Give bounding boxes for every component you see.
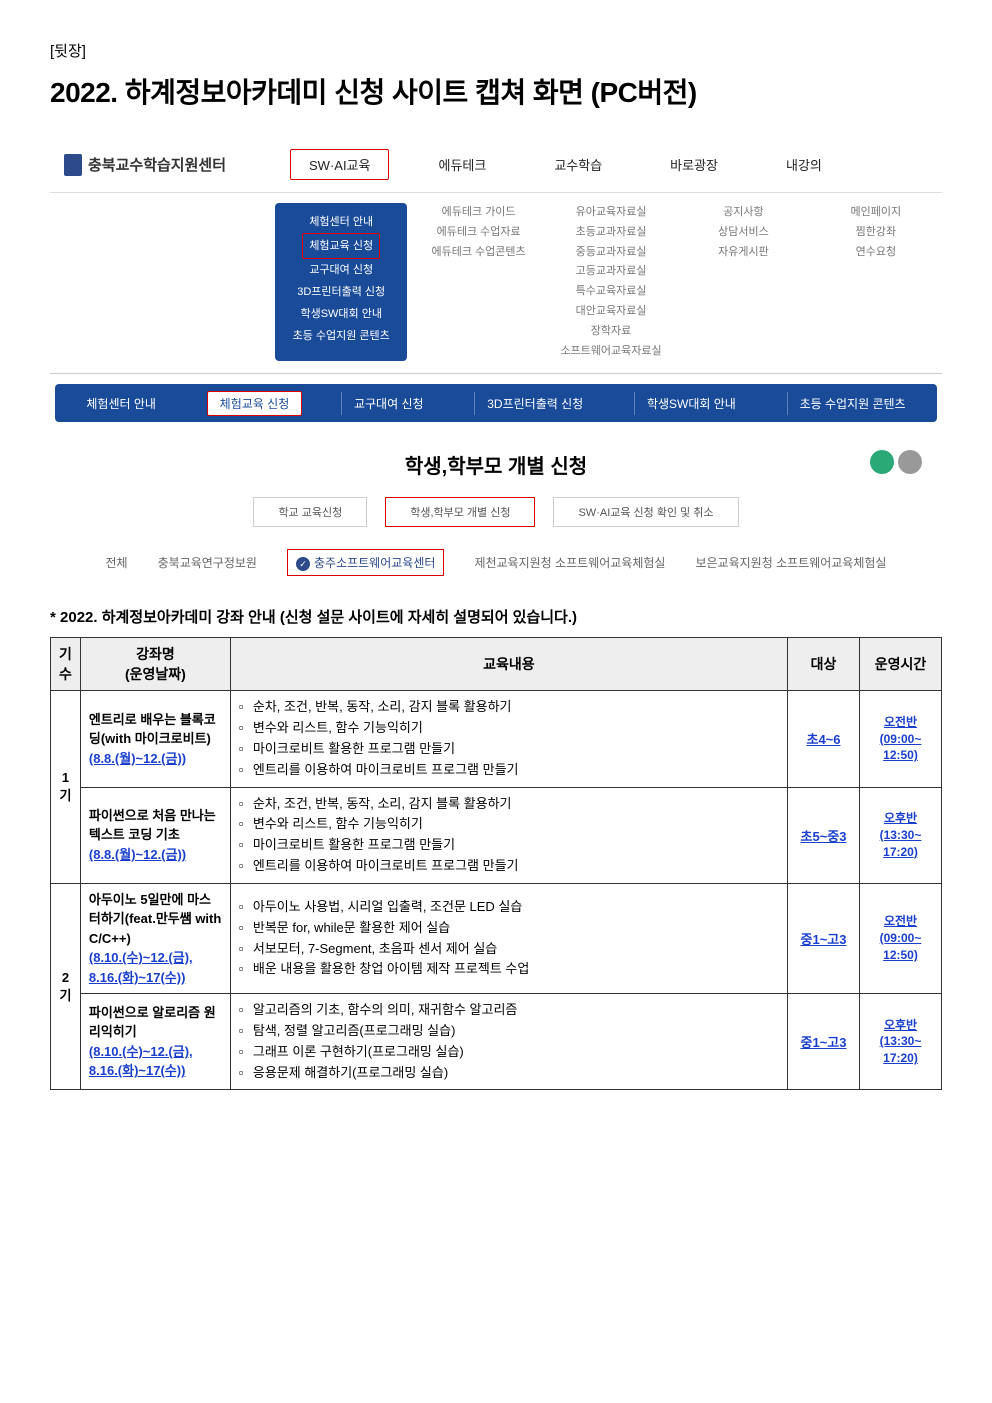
- main-title: 2022. 하계정보아카데미 신청 사이트 캡쳐 화면 (PC버전): [50, 71, 942, 111]
- mm-item[interactable]: 특수교육자료실: [545, 282, 677, 302]
- mm-item[interactable]: 에듀테크 가이드: [412, 203, 544, 223]
- th-time: 운영시간: [860, 638, 942, 691]
- th-target: 대상: [788, 638, 860, 691]
- course-intro: 2022. 하계정보아카데미 강좌 안내 (신청 설문 사이트에 자세히 설명되…: [50, 606, 942, 627]
- mm-item[interactable]: 연수요청: [810, 243, 942, 263]
- table-row: 파이썬으로 알로리즘 원리익히기(8.10.(수)~12.(금),8.16.(화…: [51, 994, 942, 1090]
- filter-boeun[interactable]: 보은교육지원청 소프트웨어교육체험실: [695, 554, 886, 571]
- print-icon[interactable]: [898, 450, 922, 474]
- subnav-item-active[interactable]: 체험교육 신청: [207, 391, 303, 416]
- share-icon[interactable]: [870, 450, 894, 474]
- megamenu-col-edutech: 에듀테크 가이드 에듀테크 수업자료 에듀테크 수업콘텐츠: [412, 203, 544, 361]
- tab-school[interactable]: 학교 교육신청: [253, 497, 367, 527]
- subnav-item[interactable]: 체험센터 안내: [74, 392, 168, 415]
- top-nav: SW·AI교육 에듀테크 교수학습 바로광장 내강의: [270, 149, 942, 180]
- megamenu-col-plaza: 공지사항 상담서비스 자유게시판: [677, 203, 809, 361]
- mm-item[interactable]: 초등교과자료실: [545, 223, 677, 243]
- cell-title: 파이썬으로 알로리즘 원리익히기(8.10.(수)~12.(금),8.16.(화…: [80, 994, 230, 1090]
- mm-item[interactable]: 대안교육자료실: [545, 302, 677, 322]
- mega-menu: 체험센터 안내 체험교육 신청 교구대여 신청 3D프린터출력 신청 학생SW대…: [50, 193, 942, 374]
- filter-chungbuk[interactable]: 충북교육연구정보원: [158, 554, 257, 571]
- logo-area[interactable]: 충북교수학습지원센터: [50, 154, 270, 176]
- tab-individual[interactable]: 학생,학부모 개별 신청: [385, 497, 535, 527]
- course-dates: (8.10.(수)~12.(금),8.16.(화)~17(수)): [89, 1042, 222, 1081]
- mm-item[interactable]: 체험센터 안내: [275, 211, 407, 233]
- mm-item[interactable]: 고등교과자료실: [545, 262, 677, 282]
- cell-term: 1기: [51, 691, 81, 883]
- action-icons: [870, 450, 922, 474]
- cell-content: ▫순차, 조건, 반복, 동작, 소리, 감지 블록 활용하기▫변수와 리스트,…: [230, 691, 787, 787]
- sub-nav: 체험센터 안내 체험교육 신청 교구대여 신청 3D프린터출력 신청 학생SW대…: [55, 384, 937, 422]
- cell-time: 오후반(13:30~17:20): [860, 787, 942, 883]
- th-term: 기수: [51, 638, 81, 691]
- filter-jecheon[interactable]: 제천교육지원청 소프트웨어교육체험실: [474, 554, 665, 571]
- mm-item[interactable]: 자유게시판: [677, 243, 809, 263]
- course-dates: (8.8.(월)~12.(금)): [89, 749, 222, 769]
- cell-term: 2기: [51, 883, 81, 1090]
- th-content: 교육내용: [230, 638, 787, 691]
- cell-content: ▫알고리즘의 기초, 함수의 의미, 재귀함수 알고리즘▫탐색, 정렬 알고리즘…: [230, 994, 787, 1090]
- mm-item-active[interactable]: 체험교육 신청: [302, 233, 380, 259]
- subnav-item[interactable]: 학생SW대회 안내: [634, 392, 748, 415]
- page-heading-text: 학생,학부모 개별 신청: [405, 456, 587, 478]
- mm-item[interactable]: 초등 수업지원 콘텐츠: [275, 325, 407, 347]
- megamenu-col-mycourse: 메인페이지 찜한강좌 연수요청: [810, 203, 942, 361]
- subnav-item[interactable]: 교구대여 신청: [341, 392, 436, 415]
- cell-target: 초4~6: [788, 691, 860, 787]
- application-tabs: 학교 교육신청 학생,학부모 개별 신청 SW·AI교육 신청 확인 및 취소: [50, 497, 942, 527]
- mm-item[interactable]: 장학자료: [545, 322, 677, 342]
- subnav-item[interactable]: 초등 수업지원 콘텐츠: [787, 392, 918, 415]
- tab-check-cancel[interactable]: SW·AI교육 신청 확인 및 취소: [553, 497, 738, 527]
- cell-target: 중1~고3: [788, 994, 860, 1090]
- cell-title: 엔트리로 배우는 블록코딩(with 마이크로비트)(8.8.(월)~12.(금…: [80, 691, 230, 787]
- mm-item[interactable]: 중등교과자료실: [545, 243, 677, 263]
- check-icon: ✓: [296, 557, 310, 571]
- mm-item[interactable]: 메인페이지: [810, 203, 942, 223]
- cell-time: 오전반(09:00~12:50): [860, 883, 942, 994]
- cell-target: 초5~중3: [788, 787, 860, 883]
- topnav-item-swai[interactable]: SW·AI교육: [290, 149, 389, 180]
- table-row: 2기아두이노 5일만에 마스터하기(feat.만두쌤 with C/C++)(8…: [51, 883, 942, 994]
- filter-label: 충주소프트웨어교육센터: [314, 556, 435, 570]
- megamenu-col-teaching: 유아교육자료실 초등교과자료실 중등교과자료실 고등교과자료실 특수교육자료실 …: [545, 203, 677, 361]
- topnav-item-edutech[interactable]: 에듀테크: [419, 149, 505, 180]
- cell-content: ▫순차, 조건, 반복, 동작, 소리, 감지 블록 활용하기▫변수와 리스트,…: [230, 787, 787, 883]
- filter-chungju-sw[interactable]: ✓ 충주소프트웨어교육센터: [287, 549, 444, 576]
- megamenu-col-swai: 체험센터 안내 체험교육 신청 교구대여 신청 3D프린터출력 신청 학생SW대…: [275, 203, 407, 361]
- mm-item[interactable]: 에듀테크 수업콘텐츠: [412, 243, 544, 263]
- mm-item[interactable]: 에듀테크 수업자료: [412, 223, 544, 243]
- th-title: 강좌명(운영날짜): [80, 638, 230, 691]
- cell-target: 중1~고3: [788, 883, 860, 994]
- cell-title: 파이썬으로 처음 만나는 텍스트 코딩 기초(8.8.(월)~12.(금)): [80, 787, 230, 883]
- mm-item[interactable]: 학생SW대회 안내: [275, 303, 407, 325]
- page-heading: 학생,학부모 개별 신청: [50, 450, 942, 479]
- logo-icon: [64, 154, 82, 176]
- mm-item[interactable]: 3D프린터출력 신청: [275, 281, 407, 303]
- filter-all[interactable]: 전체: [106, 554, 128, 571]
- mm-item[interactable]: 소프트웨어교육자료실: [545, 342, 677, 362]
- mm-item[interactable]: 찜한강좌: [810, 223, 942, 243]
- table-row: 파이썬으로 처음 만나는 텍스트 코딩 기초(8.8.(월)~12.(금))▫순…: [51, 787, 942, 883]
- top-bar: 충북교수학습지원센터 SW·AI교육 에듀테크 교수학습 바로광장 내강의: [50, 141, 942, 193]
- course-dates: (8.10.(수)~12.(금),8.16.(화)~17(수)): [89, 948, 222, 987]
- cell-time: 오전반(09:00~12:50): [860, 691, 942, 787]
- mm-item[interactable]: 상담서비스: [677, 223, 809, 243]
- cell-time: 오후반(13:30~17:20): [860, 994, 942, 1090]
- courses-table: 기수 강좌명(운영날짜) 교육내용 대상 운영시간 1기엔트리로 배우는 블록코…: [50, 637, 942, 1090]
- table-row: 1기엔트리로 배우는 블록코딩(with 마이크로비트)(8.8.(월)~12.…: [51, 691, 942, 787]
- subnav-item[interactable]: 3D프린터출력 신청: [474, 392, 595, 415]
- cell-content: ▫아두이노 사용법, 시리얼 입출력, 조건문 LED 실습▫반복문 for, …: [230, 883, 787, 994]
- mm-item[interactable]: 교구대여 신청: [275, 259, 407, 281]
- mm-item[interactable]: 공지사항: [677, 203, 809, 223]
- cell-title: 아두이노 5일만에 마스터하기(feat.만두쌤 with C/C++)(8.1…: [80, 883, 230, 994]
- topnav-item-mycourse[interactable]: 내강의: [767, 149, 841, 180]
- course-dates: (8.8.(월)~12.(금)): [89, 845, 222, 865]
- topnav-item-teaching[interactable]: 교수학습: [535, 149, 621, 180]
- site-screenshot: 충북교수학습지원센터 SW·AI교육 에듀테크 교수학습 바로광장 내강의 체험…: [50, 141, 942, 576]
- page-label: [뒷장]: [50, 40, 942, 61]
- topnav-item-plaza[interactable]: 바로광장: [651, 149, 737, 180]
- mm-item[interactable]: 유아교육자료실: [545, 203, 677, 223]
- filter-row: 전체 충북교육연구정보원 ✓ 충주소프트웨어교육센터 제천교육지원청 소프트웨어교…: [50, 549, 942, 576]
- logo-text: 충북교수학습지원센터: [88, 154, 226, 175]
